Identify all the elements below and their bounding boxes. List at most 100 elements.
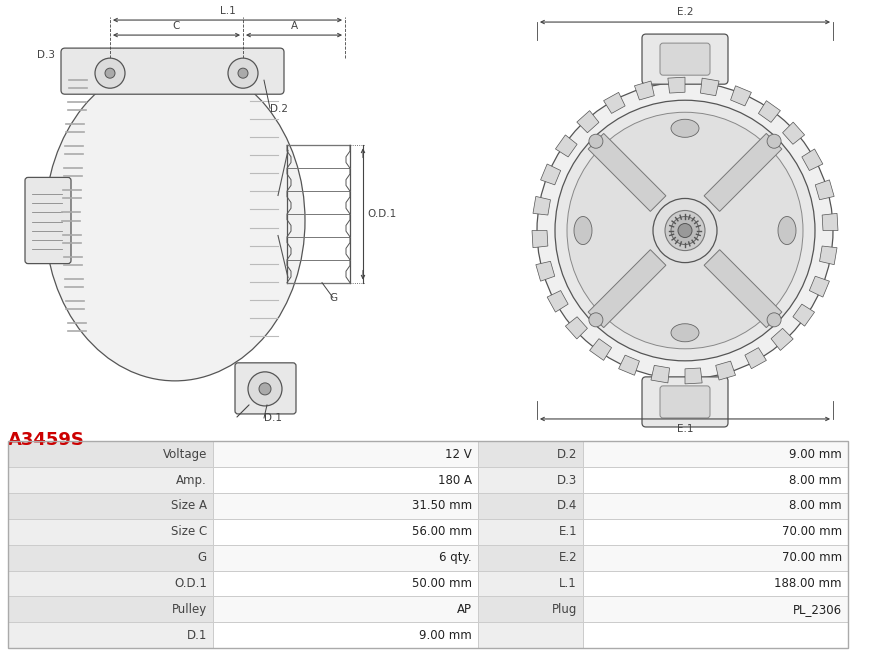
Polygon shape [577, 111, 599, 133]
Polygon shape [541, 164, 561, 185]
Polygon shape [604, 92, 625, 113]
Text: L.1: L.1 [220, 6, 236, 16]
Circle shape [767, 134, 781, 148]
Bar [8, 442, 213, 467]
Text: Voltage: Voltage [163, 447, 207, 461]
Polygon shape [820, 246, 837, 265]
Bar [8, 493, 213, 519]
Ellipse shape [671, 324, 699, 342]
Ellipse shape [778, 216, 796, 245]
Circle shape [665, 211, 705, 251]
Text: D.2: D.2 [557, 447, 577, 461]
Text: 31.50 mm: 31.50 mm [412, 499, 472, 513]
Bar [583, 622, 848, 648]
FancyBboxPatch shape [25, 178, 71, 264]
Text: 56.00 mm: 56.00 mm [412, 525, 472, 538]
Text: D.1: D.1 [187, 628, 207, 642]
Text: 12 V: 12 V [445, 447, 472, 461]
Polygon shape [822, 213, 838, 230]
Bar [8, 596, 213, 622]
FancyBboxPatch shape [660, 386, 710, 418]
Text: 70.00 mm: 70.00 mm [781, 525, 842, 538]
FancyBboxPatch shape [235, 363, 296, 414]
Circle shape [678, 224, 692, 238]
Polygon shape [716, 361, 735, 380]
Bar [478, 442, 583, 467]
Polygon shape [547, 291, 568, 312]
Text: 9.00 mm: 9.00 mm [420, 628, 472, 642]
Text: G: G [198, 551, 207, 564]
Circle shape [248, 372, 282, 406]
Circle shape [228, 58, 258, 88]
Polygon shape [532, 230, 548, 247]
Circle shape [567, 113, 803, 349]
Polygon shape [704, 134, 781, 211]
Polygon shape [701, 78, 719, 95]
Text: 9.00 mm: 9.00 mm [789, 447, 842, 461]
Circle shape [238, 68, 248, 78]
Text: Amp.: Amp. [176, 474, 207, 486]
Text: Size C: Size C [171, 525, 207, 538]
Bar [213, 570, 478, 596]
Text: D.3: D.3 [37, 50, 55, 60]
Bar [478, 545, 583, 570]
Polygon shape [809, 276, 829, 297]
Bar [213, 596, 478, 622]
Text: 50.00 mm: 50.00 mm [412, 577, 472, 590]
Bar [8, 570, 213, 596]
Bar [8, 519, 213, 545]
Polygon shape [793, 304, 814, 326]
Polygon shape [589, 134, 666, 211]
Ellipse shape [45, 60, 305, 381]
Text: D.4: D.4 [557, 499, 577, 513]
Bar [478, 519, 583, 545]
Circle shape [95, 58, 125, 88]
Text: 8.00 mm: 8.00 mm [789, 474, 842, 486]
Polygon shape [771, 328, 793, 351]
Text: C: C [172, 21, 180, 31]
Text: AP: AP [457, 603, 472, 616]
FancyBboxPatch shape [660, 43, 710, 75]
Polygon shape [619, 355, 639, 375]
Text: Size A: Size A [171, 499, 207, 513]
Text: 70.00 mm: 70.00 mm [781, 551, 842, 564]
Bar [8, 545, 213, 570]
Bar [583, 570, 848, 596]
Bar [478, 596, 583, 622]
Circle shape [589, 313, 603, 327]
FancyBboxPatch shape [61, 48, 284, 94]
Polygon shape [533, 196, 550, 215]
Polygon shape [536, 261, 555, 281]
Text: 8.00 mm: 8.00 mm [789, 499, 842, 513]
Text: O.D.1: O.D.1 [174, 577, 207, 590]
Bar [213, 493, 478, 519]
Polygon shape [815, 180, 834, 200]
Text: 180 A: 180 A [438, 474, 472, 486]
Circle shape [589, 134, 603, 148]
Text: A: A [291, 21, 298, 31]
Bar [478, 467, 583, 493]
Polygon shape [556, 135, 577, 157]
Bar [583, 442, 848, 467]
Text: D.3: D.3 [557, 474, 577, 486]
FancyBboxPatch shape [642, 377, 728, 427]
Text: E.1: E.1 [677, 424, 693, 434]
Text: E.2: E.2 [677, 7, 693, 17]
Polygon shape [651, 365, 669, 383]
Ellipse shape [574, 216, 592, 245]
Text: D.1: D.1 [264, 413, 282, 423]
Circle shape [767, 313, 781, 327]
Circle shape [105, 68, 115, 78]
Text: Pulley: Pulley [172, 603, 207, 616]
Circle shape [259, 383, 271, 395]
Circle shape [537, 82, 833, 379]
Text: Plug: Plug [552, 603, 577, 616]
Polygon shape [589, 339, 612, 361]
Bar [8, 622, 213, 648]
Bar [583, 519, 848, 545]
Text: 6 qty.: 6 qty. [439, 551, 472, 564]
Bar [8, 442, 848, 648]
Text: 188.00 mm: 188.00 mm [774, 577, 842, 590]
Text: PL_2306: PL_2306 [793, 603, 842, 616]
Polygon shape [745, 347, 766, 368]
